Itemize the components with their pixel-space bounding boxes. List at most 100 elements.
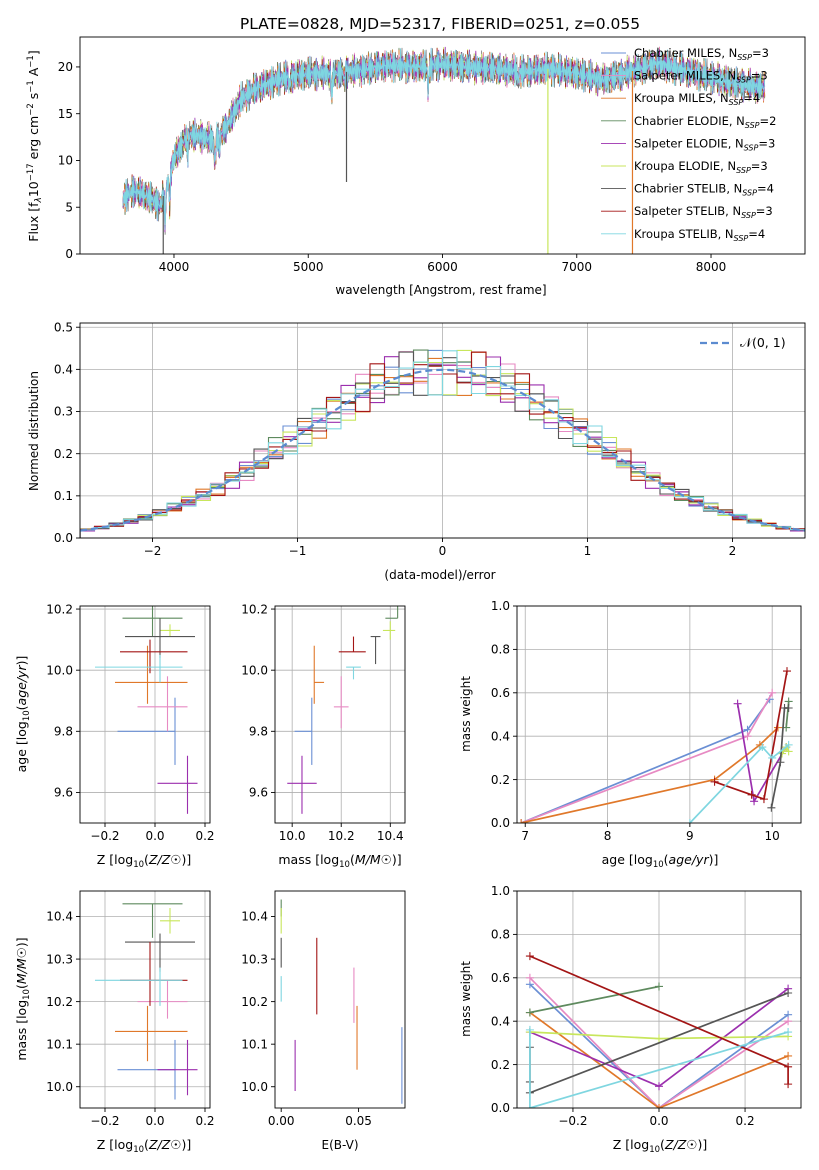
errorbar-point bbox=[382, 621, 396, 640]
weight-marker bbox=[783, 667, 792, 676]
residuals-ytick-label: 0.2 bbox=[54, 447, 73, 461]
weight-marker bbox=[784, 703, 793, 712]
legend-entry: Salpeter MILES, NSSP=3 bbox=[634, 69, 768, 85]
errorbar-point bbox=[370, 636, 381, 665]
mass-vs-EBV-frame bbox=[274, 890, 406, 1109]
errorbar-point bbox=[157, 1039, 198, 1096]
weight-vs-age-xtick-label: 10 bbox=[765, 829, 780, 843]
residuals-ytick-label: 0.3 bbox=[54, 405, 73, 419]
age-vs-Z-points bbox=[95, 606, 198, 814]
mass-vs-EBV-xtick-label: 0.00 bbox=[268, 1114, 295, 1128]
age-vs-Z-frame bbox=[79, 605, 211, 824]
weight-vs-Z-ylabel: mass weight bbox=[459, 961, 473, 1037]
weight-vs-age-xtick-label: 9 bbox=[686, 829, 694, 843]
legend-entry: Kroupa MILES, NSSP=4 bbox=[634, 91, 760, 107]
spectrum-xtick-label: 5000 bbox=[293, 260, 324, 274]
mass-vs-EBV-xlabel: E(B-V) bbox=[321, 1138, 358, 1152]
legend-entry: Chabrier ELODIE, NSSP=2 bbox=[634, 114, 776, 130]
residuals-ytick-label: 0.5 bbox=[54, 320, 73, 334]
weight-marker bbox=[525, 973, 534, 982]
errorbar-point bbox=[287, 755, 317, 814]
mass-vs-Z-frame bbox=[79, 890, 211, 1109]
age-vs-mass-xtick-label: 10.2 bbox=[328, 829, 355, 843]
weight-marker bbox=[784, 1017, 793, 1026]
spectrum-ytick-label: 0 bbox=[65, 247, 73, 261]
errorbar-point bbox=[313, 645, 325, 704]
mass-vs-Z-ytick-label: 10.0 bbox=[46, 1080, 73, 1094]
residuals-xlabel: (data-model)/error bbox=[384, 568, 495, 582]
age-vs-Z-ytick-label: 10.0 bbox=[46, 663, 73, 677]
weight-vs-age-xtick-label: 8 bbox=[604, 829, 612, 843]
figure-title: PLATE=0828, MJD=52317, FIBERID=0251, z=0… bbox=[240, 15, 640, 33]
age-vs-Z-xlabel: Z [log10(Z/Z☉)] bbox=[97, 852, 192, 870]
weight-vs-age-frame bbox=[516, 605, 802, 824]
mass-vs-EBV-points bbox=[280, 899, 403, 1104]
weight-series bbox=[689, 744, 790, 823]
weight-marker bbox=[525, 1008, 534, 1017]
mass-vs-Z-xlabel: Z [log10(Z/Z☉)] bbox=[97, 1137, 192, 1155]
mass-vs-Z-xtick-label: 0.0 bbox=[145, 1114, 164, 1128]
residuals-xtick-label: 2 bbox=[729, 544, 737, 558]
age-vs-mass-ytick-label: 9.6 bbox=[249, 786, 268, 800]
spectrum-ytick-label: 5 bbox=[65, 200, 73, 214]
errorbar-point bbox=[346, 666, 361, 680]
weight-series bbox=[529, 985, 660, 1014]
errorbar-point bbox=[125, 933, 195, 972]
spectrum-series bbox=[122, 48, 766, 225]
age-vs-mass-xtick-label: 10.4 bbox=[377, 829, 404, 843]
mass-vs-Z-ytick-label: 10.2 bbox=[46, 995, 73, 1009]
age-vs-Z-xtick-label: 0.2 bbox=[195, 829, 214, 843]
errorbar-point bbox=[294, 697, 313, 765]
legend-entry: 𝒩(0, 1) bbox=[740, 335, 786, 350]
weight-series bbox=[714, 670, 788, 801]
mass-vs-Z-points bbox=[95, 903, 198, 1100]
weight-marker bbox=[517, 819, 526, 823]
weight-marker bbox=[784, 740, 793, 749]
residuals-xtick-label: 1 bbox=[584, 544, 592, 558]
weight-vs-age-ytick-label: 0.8 bbox=[491, 643, 510, 657]
age-vs-Z-ytick-label: 10.2 bbox=[46, 602, 73, 616]
mass-vs-Z-ytick-label: 10.3 bbox=[46, 952, 73, 966]
errorbar-point bbox=[338, 636, 366, 653]
residual-histogram bbox=[80, 350, 805, 538]
legend-entry: Kroupa STELIB, NSSP=4 bbox=[634, 227, 765, 243]
age-vs-Z-ylabel: age [log10(age/yr)] bbox=[14, 656, 32, 773]
weight-vs-age-ytick-label: 0.6 bbox=[491, 686, 510, 700]
spectrum-xtick-label: 8000 bbox=[696, 260, 727, 274]
legend-entry: Kroupa ELODIE, NSSP=3 bbox=[634, 159, 768, 175]
weight-vs-Z-xtick-label: 0.2 bbox=[736, 1114, 755, 1128]
mass-vs-Z-ylabel: mass [log10(M/M☉)] bbox=[14, 937, 32, 1060]
mass-vs-Z-ytick-label: 10.4 bbox=[46, 910, 73, 924]
weight-marker bbox=[525, 952, 534, 961]
spectrum-ytick-label: 10 bbox=[58, 154, 73, 168]
weight-marker bbox=[784, 1062, 793, 1071]
residuals-ytick-label: 0.0 bbox=[54, 531, 73, 545]
residuals-ylabel: Normed distribution bbox=[27, 371, 41, 491]
weight-vs-age-xtick-label: 7 bbox=[521, 829, 529, 843]
weight-vs-Z-lines bbox=[525, 952, 793, 1108]
weight-marker bbox=[767, 803, 776, 812]
residuals-ytick-label: 0.4 bbox=[54, 363, 73, 377]
weight-vs-age-ytick-label: 0.4 bbox=[491, 729, 510, 743]
mass-vs-Z-xtick-label: −0.2 bbox=[90, 1114, 119, 1128]
weight-vs-Z-ytick-label: 0.4 bbox=[491, 1014, 510, 1028]
errorbar-point bbox=[117, 697, 176, 765]
weight-series bbox=[520, 726, 779, 823]
weight-vs-age-lines bbox=[517, 667, 793, 823]
age-vs-Z-xtick-label: 0.0 bbox=[145, 829, 164, 843]
weight-vs-Z-ytick-label: 0.6 bbox=[491, 971, 510, 985]
errorbar-point bbox=[157, 755, 198, 814]
residual-histograms bbox=[80, 349, 805, 538]
age-vs-mass-ytick-label: 10.0 bbox=[241, 663, 268, 677]
spectrum-xtick-label: 6000 bbox=[427, 260, 458, 274]
weight-marker bbox=[784, 1051, 793, 1060]
legend-entry: Salpeter STELIB, NSSP=3 bbox=[634, 204, 773, 220]
weight-marker bbox=[784, 988, 793, 997]
weight-vs-age-ytick-label: 0.2 bbox=[491, 773, 510, 787]
errorbar-point bbox=[160, 624, 180, 637]
weight-vs-Z-xlabel: Z [log10(Z/Z☉)] bbox=[613, 1137, 708, 1155]
weight-marker bbox=[747, 790, 756, 799]
mass-vs-Z-ytick-label: 10.1 bbox=[46, 1037, 73, 1051]
weight-marker bbox=[655, 982, 663, 991]
spectrum-xtick-label: 4000 bbox=[159, 260, 190, 274]
